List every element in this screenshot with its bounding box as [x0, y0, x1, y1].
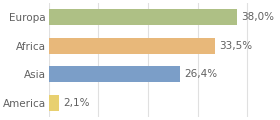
Bar: [49, 95, 59, 111]
Text: 2,1%: 2,1%: [63, 98, 90, 108]
Bar: [49, 38, 215, 54]
Bar: [49, 9, 237, 25]
Text: 33,5%: 33,5%: [219, 41, 252, 51]
Text: 38,0%: 38,0%: [241, 12, 274, 22]
Text: 26,4%: 26,4%: [184, 69, 217, 79]
Bar: [49, 66, 180, 82]
